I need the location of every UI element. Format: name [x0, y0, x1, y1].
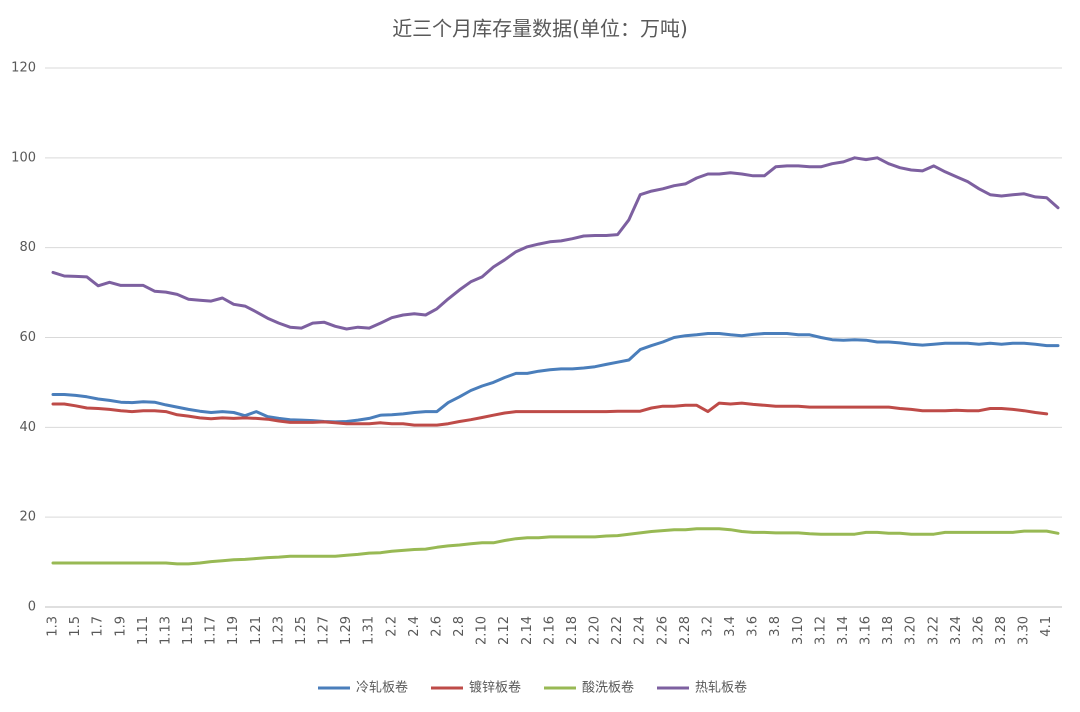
x-tick-label: 2.2: [384, 616, 399, 637]
y-tick-label: 80: [19, 240, 36, 255]
x-tick-label: 1.29: [339, 616, 354, 645]
x-tick-label: 3.10: [791, 616, 806, 645]
x-tick-label: 2.24: [633, 616, 648, 645]
x-tick-label: 2.26: [655, 616, 670, 645]
x-tick-label: 3.6: [746, 616, 761, 637]
x-tick-label: 2.20: [588, 616, 603, 645]
x-tick-label: 2.12: [497, 616, 512, 645]
x-tick-label: 1.11: [136, 616, 151, 645]
series-line: [51, 401, 1049, 427]
x-tick-label: 4.1: [1039, 616, 1054, 637]
x-tick-label: 1.25: [294, 616, 309, 645]
x-tick-label: 2.22: [610, 616, 625, 645]
x-tick-label: 1.15: [181, 616, 196, 645]
x-tick-label: 2.4: [407, 616, 422, 637]
legend-label: 镀锌板卷: [469, 680, 521, 696]
x-tick-label: 3.30: [1017, 616, 1032, 645]
x-tick-label: 2.14: [520, 616, 535, 645]
x-tick-label: 3.16: [859, 616, 874, 645]
x-tick-label: 3.22: [926, 616, 941, 645]
x-tick-label: 3.26: [971, 616, 986, 645]
x-tick-label: 1.7: [91, 616, 106, 637]
x-tick-label: 1.27: [317, 616, 332, 645]
x-tick-label: 1.23: [271, 616, 286, 645]
x-tick-label: 1.13: [158, 616, 173, 645]
x-tick-label: 3.18: [881, 616, 896, 645]
x-tick-label: 1.31: [362, 616, 377, 645]
series-line: [51, 527, 1060, 566]
series-line: [51, 156, 1060, 331]
x-tick-label: 1.3: [46, 616, 61, 637]
x-tick-label: 3.20: [904, 616, 919, 645]
x-tick-label: 3.14: [836, 616, 851, 645]
x-tick-label: 3.24: [949, 616, 964, 645]
x-tick-label: 3.2: [700, 616, 715, 637]
y-tick-label: 60: [19, 330, 36, 345]
x-tick-label: 1.21: [249, 616, 264, 645]
x-tick-label: 2.6: [429, 616, 444, 637]
x-tick-label: 1.19: [226, 616, 241, 645]
legend-label: 热轧板卷: [695, 680, 747, 696]
x-tick-label: 1.5: [68, 616, 83, 637]
x-tick-label: 2.16: [542, 616, 557, 645]
x-tick-label: 1.9: [113, 616, 128, 637]
legend-label: 酸洗板卷: [582, 680, 634, 696]
x-tick-label: 2.10: [475, 616, 490, 645]
x-tick-label: 3.28: [994, 616, 1009, 645]
legend-label: 冷轧板卷: [356, 680, 408, 696]
x-tick-label: 3.12: [813, 616, 828, 645]
chart-title: 近三个月库存量数据(单位：万吨): [392, 17, 688, 41]
x-tick-label: 3.8: [768, 616, 783, 637]
x-tick-label: 2.18: [565, 616, 580, 645]
x-tick-label: 2.28: [678, 616, 693, 645]
y-tick-label: 120: [11, 61, 36, 76]
series-line: [51, 332, 1060, 424]
y-tick-label: 0: [28, 600, 36, 615]
x-tick-label: 1.17: [204, 616, 219, 645]
y-tick-label: 40: [19, 420, 36, 435]
x-tick-label: 3.4: [723, 616, 738, 637]
y-tick-label: 20: [19, 510, 36, 525]
y-tick-label: 100: [11, 150, 36, 165]
x-tick-label: 2.8: [452, 616, 467, 637]
